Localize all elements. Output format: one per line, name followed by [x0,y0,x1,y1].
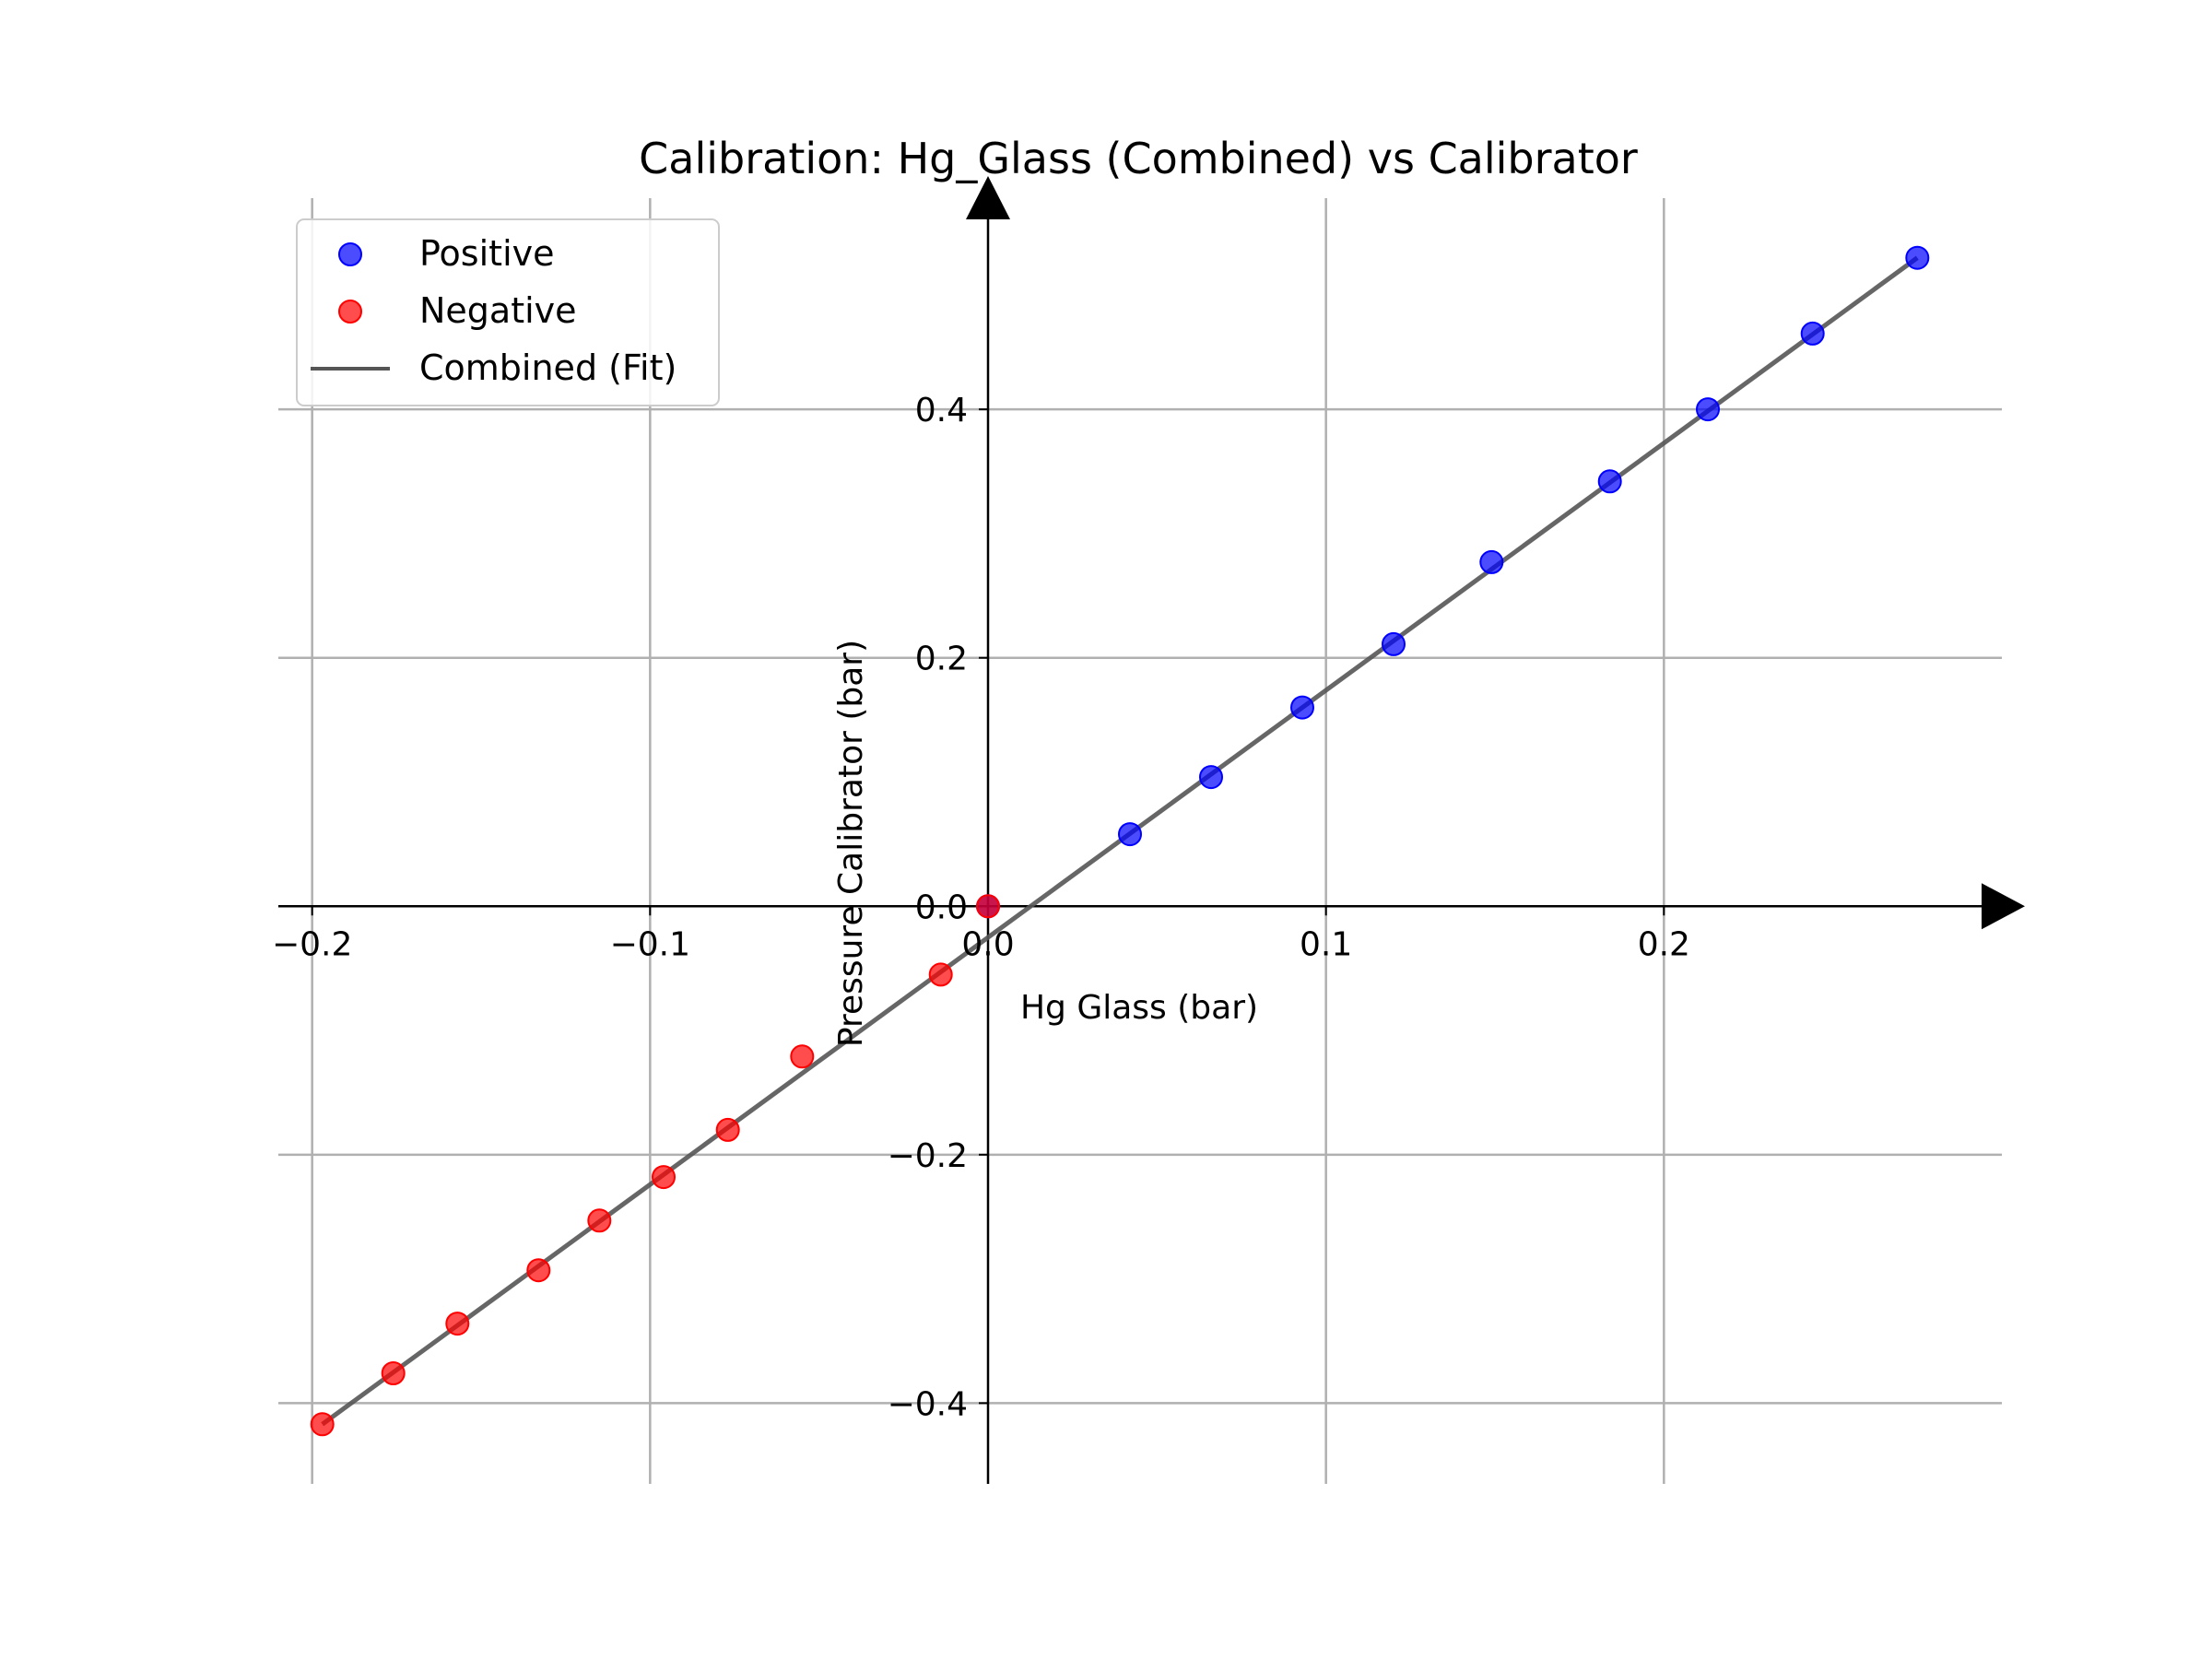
point-negative [976,894,1000,919]
point-positive [1905,245,1930,270]
y-tick-label: 0.4 [915,392,968,429]
point-negative [587,1208,612,1233]
legend-label-negative: Negative [419,290,577,331]
y-axis-label: Pressure Calibrator (bar) [832,640,870,1047]
x-tick-label: 0.2 [1638,925,1690,963]
point-positive [1290,695,1314,720]
y-tick-label: 0.2 [915,641,968,678]
point-positive [1696,397,1720,422]
x-tick-label: 0.0 [961,925,1014,963]
x-tick-label: −0.1 [610,925,690,963]
fit-line-combined-fit [321,255,1919,1427]
x-axis-arrow [1982,883,2025,930]
point-negative [445,1312,470,1336]
legend-marker-positive [338,242,362,266]
grid [278,198,2002,1484]
y-tick-label: −0.4 [888,1385,968,1423]
point-positive [1118,822,1142,847]
point-positive [1800,321,1825,346]
x-axis-label: Hg Glass (bar) [1020,989,1258,1027]
point-positive [1382,631,1406,656]
legend-label-positive: Positive [419,233,555,274]
point-negative [652,1165,676,1190]
legend-frame [296,218,720,406]
point-negative [790,1044,815,1069]
y-tick-label: −0.2 [888,1137,968,1175]
point-positive [1597,469,1622,494]
point-negative [526,1258,551,1283]
axes [278,176,2025,1484]
legend-marker-negative [338,300,362,324]
tick-labels: −0.2 −0.1 0.0 0.1 0.2 −0.4 −0.2 0.0 0.2 0.4 [272,392,1690,1423]
x-tick-label: 0.1 [1300,925,1352,963]
point-negative [928,962,953,987]
point-positive [1199,765,1223,790]
fit-line-group [321,255,1919,1427]
y-tick-label: 0.0 [915,888,968,926]
point-positive [1479,549,1504,574]
point-negative [310,1412,335,1437]
point-negative [715,1117,740,1142]
legend: Positive Negative Combined (Fit) [296,218,720,406]
y-axis-arrow [966,176,1010,219]
x-tick-label: −0.2 [272,925,352,963]
data-points [310,245,1930,1437]
chart-title: Calibration: Hg_Glass (Combined) vs Cali… [639,134,1638,183]
point-negative [381,1361,406,1385]
legend-label-fit: Combined (Fit) [419,347,677,388]
